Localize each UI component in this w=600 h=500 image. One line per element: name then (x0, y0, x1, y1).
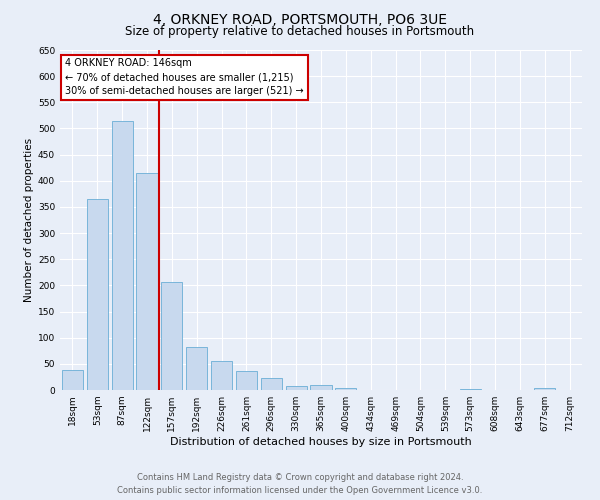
Text: 4, ORKNEY ROAD, PORTSMOUTH, PO6 3UE: 4, ORKNEY ROAD, PORTSMOUTH, PO6 3UE (153, 12, 447, 26)
Bar (460, 389, 481, 390)
Bar (62, 370, 83, 390)
Bar (335, 388, 356, 390)
Bar (161, 282, 182, 390)
Bar (310, 385, 332, 390)
Bar (136, 173, 158, 390)
Y-axis label: Number of detached properties: Number of detached properties (24, 138, 34, 302)
X-axis label: Distribution of detached houses by size in Portsmouth: Distribution of detached houses by size … (170, 437, 472, 447)
Bar (534, 388, 555, 390)
Bar (261, 378, 282, 390)
Bar (87, 199, 108, 390)
Bar (186, 346, 207, 390)
Bar (286, 386, 307, 390)
Text: Contains HM Land Registry data © Crown copyright and database right 2024.
Contai: Contains HM Land Registry data © Crown c… (118, 473, 482, 495)
Bar (211, 361, 232, 390)
Text: 4 ORKNEY ROAD: 146sqm
← 70% of detached houses are smaller (1,215)
30% of semi-d: 4 ORKNEY ROAD: 146sqm ← 70% of detached … (65, 58, 304, 96)
Bar (236, 370, 257, 390)
Bar (112, 120, 133, 390)
Text: Size of property relative to detached houses in Portsmouth: Size of property relative to detached ho… (125, 25, 475, 38)
